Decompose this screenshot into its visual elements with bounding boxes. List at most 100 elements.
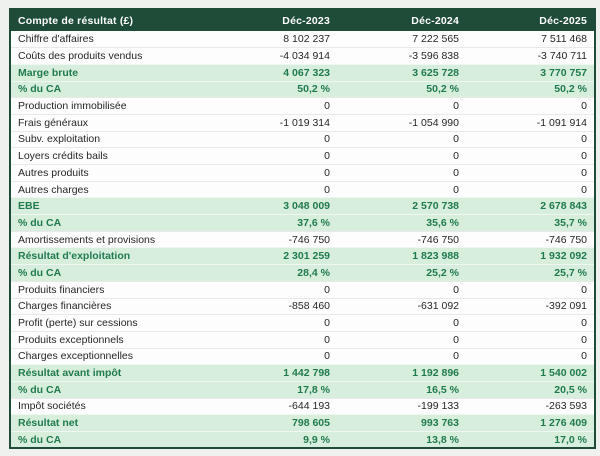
- table-row: Résultat d'exploitation 2 301 259 1 823 98…: [10, 247, 595, 265]
- row-value: 0: [208, 97, 337, 115]
- income-statement-table: Compte de résultat (£) Déc-2023 Déc-2024…: [9, 8, 596, 450]
- row-label: Résultat net: [10, 414, 208, 432]
- row-label: % du CA: [10, 264, 208, 282]
- table-row: % du CA 37,6 % 35,6 % 35,7 %: [10, 214, 595, 232]
- column-header-dec-2025: Déc-2025: [466, 9, 595, 31]
- row-value: -1 091 914: [466, 113, 595, 132]
- row-label: Produits exceptionnels: [10, 330, 208, 349]
- row-value: 50,2 %: [208, 80, 337, 98]
- row-value: 0: [337, 314, 466, 332]
- row-value: 2 301 259: [208, 247, 337, 265]
- row-value: 0: [337, 347, 466, 365]
- row-value: 0: [208, 280, 337, 298]
- row-value: 0: [208, 330, 337, 349]
- row-value: 28,4 %: [208, 264, 337, 282]
- row-label: Profit (perte) sur cessions: [10, 314, 208, 332]
- row-value: -858 460: [208, 297, 337, 315]
- row-value: 0: [337, 130, 466, 148]
- table-body: Chiffre d'affaires 8 102 237 7 222 565 7 51…: [10, 31, 595, 449]
- table-row: Coûts des produits vendus -4 034 914 -3 59…: [10, 47, 595, 65]
- row-value: -199 133: [337, 397, 466, 415]
- row-value: 7 222 565: [337, 31, 466, 48]
- row-label: Charges exceptionnelles: [10, 347, 208, 365]
- table-row: Autres produits 0 0 0: [10, 164, 595, 182]
- table-row: Résultat avant impôt 1 442 798 1 192 896 1 …: [10, 364, 595, 382]
- row-value: 0: [208, 314, 337, 332]
- row-value: 25,2 %: [337, 264, 466, 282]
- row-label: Résultat avant impôt: [10, 364, 208, 382]
- table-row: Autres charges 0 0 0: [10, 180, 595, 198]
- table-row: EBE 3 048 009 2 570 738 2 678 843: [10, 197, 595, 215]
- row-value: -263 593: [466, 397, 595, 415]
- row-value: 50,2 %: [337, 80, 466, 98]
- row-label: Frais généraux: [10, 113, 208, 132]
- row-value: 3 048 009: [208, 197, 337, 215]
- row-value: 50,2 %: [466, 80, 595, 98]
- row-label: Amortissements et provisions: [10, 230, 208, 248]
- row-value: -746 750: [466, 230, 595, 248]
- row-label: % du CA: [10, 80, 208, 98]
- table-row: Résultat net 798 605 993 763 1 276 409: [10, 414, 595, 432]
- row-label: Produits financiers: [10, 280, 208, 298]
- row-value: 9,9 %: [208, 431, 337, 449]
- row-value: 25,7 %: [466, 264, 595, 282]
- row-value: -4 034 914: [208, 47, 337, 65]
- row-value: 1 192 896: [337, 364, 466, 382]
- table-row: Marge brute 4 067 323 3 625 728 3 770 757: [10, 63, 595, 82]
- row-value: 16,5 %: [337, 380, 466, 399]
- row-value: -3 596 838: [337, 47, 466, 65]
- table-row: Frais généraux -1 019 314 -1 054 990 -1 091…: [10, 113, 595, 132]
- row-value: 8 102 237: [208, 31, 337, 48]
- row-label: % du CA: [10, 380, 208, 399]
- row-value: 0: [466, 347, 595, 365]
- row-value: -392 091: [466, 297, 595, 315]
- row-value: 0: [337, 97, 466, 115]
- row-value: 0: [466, 97, 595, 115]
- row-value: 4 067 323: [208, 63, 337, 82]
- row-value: 2 570 738: [337, 197, 466, 215]
- row-value: 0: [208, 147, 337, 165]
- row-value: 0: [466, 147, 595, 165]
- row-label: % du CA: [10, 214, 208, 232]
- row-value: 1 276 409: [466, 414, 595, 432]
- table-row: Subv. exploitation 0 0 0: [10, 130, 595, 148]
- row-value: 17,0 %: [466, 431, 595, 449]
- row-value: 0: [466, 130, 595, 148]
- row-value: 0: [466, 164, 595, 182]
- table-row: Produits financiers 0 0 0: [10, 280, 595, 298]
- row-value: 0: [208, 180, 337, 198]
- table-row: Produits exceptionnels 0 0 0: [10, 330, 595, 349]
- row-value: 0: [337, 164, 466, 182]
- row-value: 1 932 092: [466, 247, 595, 265]
- row-label: Charges financières: [10, 297, 208, 315]
- row-value: 0: [208, 130, 337, 148]
- column-header-dec-2024: Déc-2024: [337, 9, 466, 31]
- row-label: Subv. exploitation: [10, 130, 208, 148]
- table-row: % du CA 28,4 % 25,2 % 25,7 %: [10, 264, 595, 282]
- row-value: 0: [208, 164, 337, 182]
- row-value: 1 823 988: [337, 247, 466, 265]
- row-label: Coûts des produits vendus: [10, 47, 208, 65]
- row-value: 3 625 728: [337, 63, 466, 82]
- row-label: Autres charges: [10, 180, 208, 198]
- table-row: Charges exceptionnelles 0 0 0: [10, 347, 595, 365]
- row-label: Impôt sociétés: [10, 397, 208, 415]
- row-value: 13,8 %: [337, 431, 466, 449]
- row-value: 37,6 %: [208, 214, 337, 232]
- table-row: Loyers crédits bails 0 0 0: [10, 147, 595, 165]
- row-value: 17,8 %: [208, 380, 337, 399]
- row-value: 2 678 843: [466, 197, 595, 215]
- row-label: Marge brute: [10, 63, 208, 82]
- row-label: % du CA: [10, 431, 208, 449]
- table-row: Profit (perte) sur cessions 0 0 0: [10, 314, 595, 332]
- row-value: 0: [466, 314, 595, 332]
- table-row: Chiffre d'affaires 8 102 237 7 222 565 7 51…: [10, 31, 595, 48]
- row-value: 3 770 757: [466, 63, 595, 82]
- row-value: 20,5 %: [466, 380, 595, 399]
- row-value: -1 054 990: [337, 113, 466, 132]
- table-row: Impôt sociétés -644 193 -199 133 -263 593: [10, 397, 595, 415]
- row-value: 35,7 %: [466, 214, 595, 232]
- table-row: % du CA 50,2 % 50,2 % 50,2 %: [10, 80, 595, 98]
- row-value: 7 511 468: [466, 31, 595, 48]
